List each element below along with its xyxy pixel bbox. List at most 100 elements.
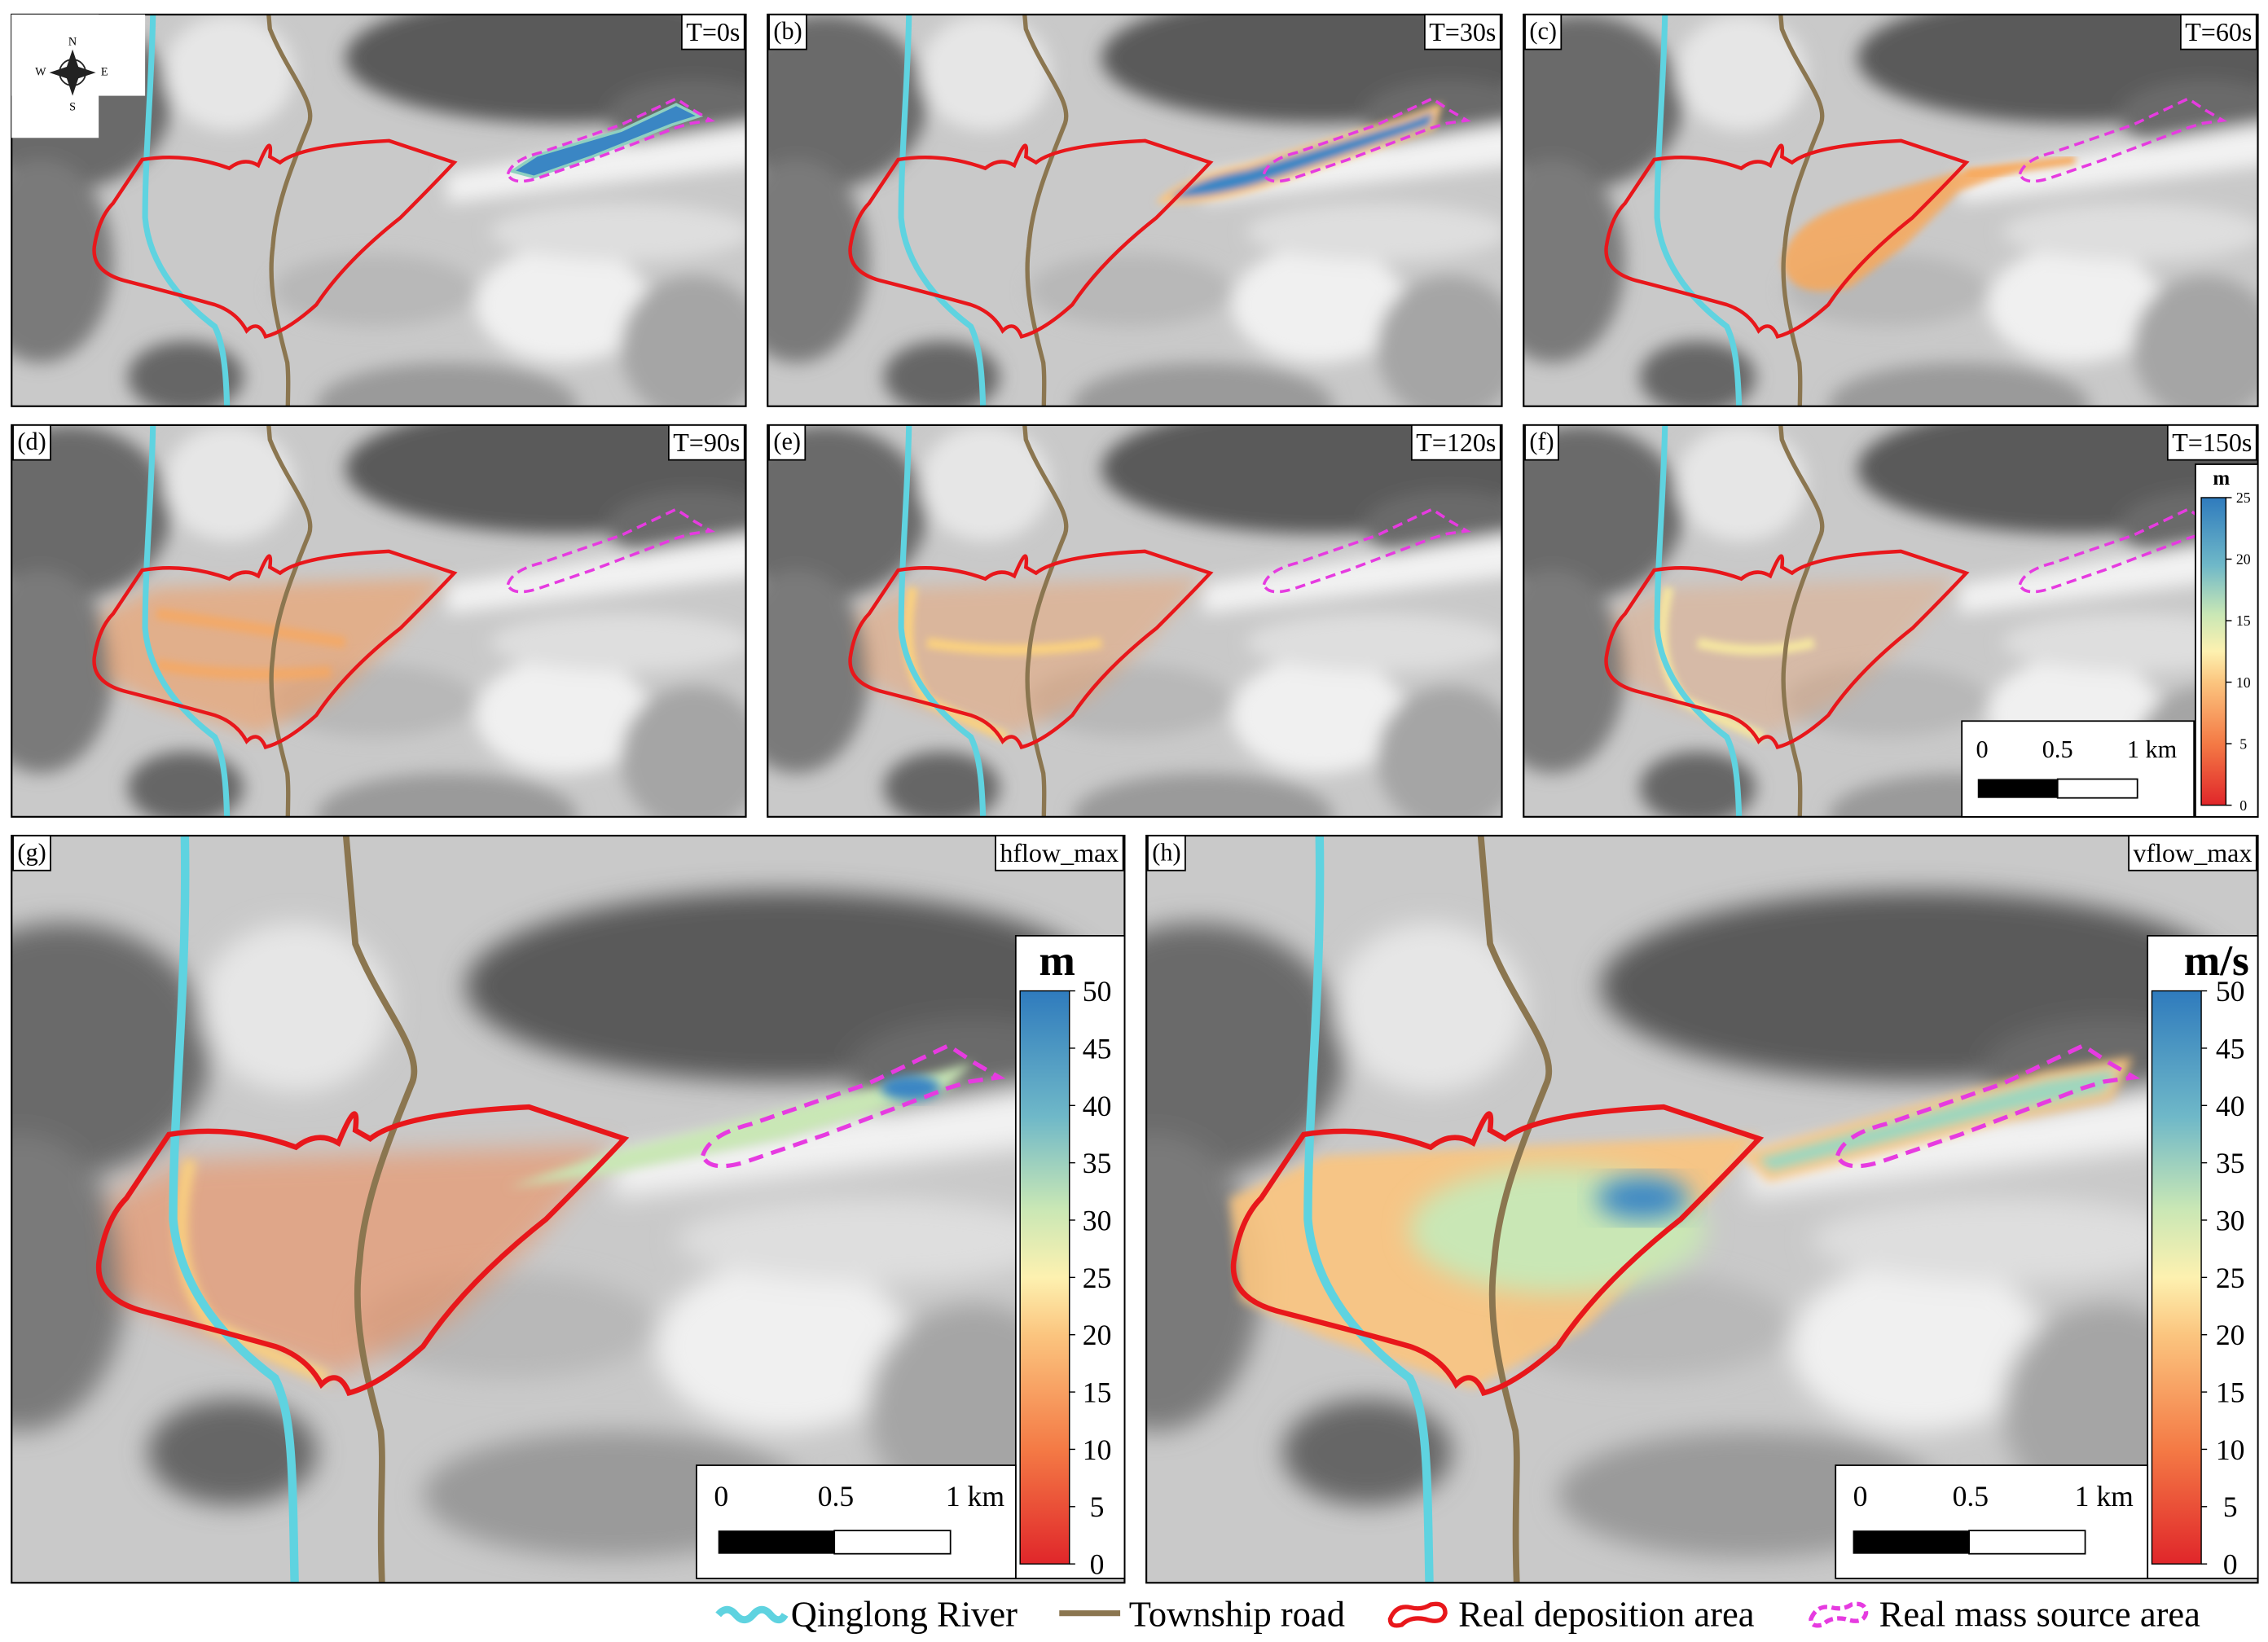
- colorbar-tick-label: 50: [2216, 975, 2245, 1008]
- compass-star: [49, 49, 96, 96]
- panel-frame: [767, 13, 1503, 407]
- scale-label: 1 km: [946, 1480, 1005, 1512]
- scale-segment: [833, 1530, 952, 1555]
- colorbar-tick-label: 10: [1083, 1433, 1112, 1466]
- map-panel: (h) vflow_max: [1049, 775, 2268, 1642]
- map-content: [724, 0, 1610, 522]
- map-layers: [0, 775, 1207, 1642]
- panel-label: (f): [1529, 428, 1554, 455]
- scale-label: 0: [714, 1480, 728, 1512]
- scale-segment: [1977, 779, 2058, 798]
- panel-label: (e): [773, 428, 801, 455]
- colorbar-tick-label: 0: [2239, 797, 2247, 814]
- colorbar: m 0 5 10 15 20 25 30 35 40 45 50: [1014, 935, 1126, 1581]
- colorbar-unit: m: [2213, 468, 2230, 490]
- panel-title: hflow_max: [1000, 838, 1119, 867]
- colorbar-tick-label: 10: [2216, 1433, 2245, 1466]
- colorbar-gradient: [2200, 497, 2227, 806]
- label-box: [12, 835, 51, 871]
- map-panel: (f) T=150s: [1523, 424, 2259, 818]
- panel-frame: [11, 13, 747, 407]
- label-box: [668, 424, 745, 461]
- scale-label: 0.5: [818, 1480, 855, 1512]
- legend-swatch: [715, 1605, 789, 1624]
- map-layers: [724, 323, 1610, 933]
- scale-segment: [1853, 1530, 1970, 1554]
- flow: [508, 103, 704, 179]
- colorbar-unit: m: [1039, 936, 1075, 985]
- colorbar-tick-label: 40: [2216, 1090, 2245, 1122]
- map-layers: [724, 0, 1610, 522]
- flow: [1782, 155, 2076, 292]
- label-box: [768, 13, 807, 50]
- colorbar-tick-label: 45: [1083, 1032, 1112, 1065]
- panel-frame: [1523, 13, 2259, 407]
- scale-box: [696, 1464, 1017, 1579]
- map-panel: (e) T=120s: [724, 323, 1610, 933]
- colorbar-tick-label: 0: [1090, 1548, 1105, 1581]
- colorbar-gradient: [1019, 990, 1070, 1565]
- colorbar-tick-label: 50: [1083, 975, 1112, 1008]
- colorbar-tick-label: 5: [1090, 1491, 1105, 1523]
- colorbar-tick-label: 35: [2216, 1147, 2245, 1179]
- label-box: [2166, 424, 2257, 461]
- label-box: [995, 835, 1124, 871]
- scale-segment: [718, 1530, 835, 1554]
- map-content: [0, 775, 1207, 1642]
- scale-bar: 0 0.5 1 km: [1835, 1464, 2149, 1579]
- colorbar-unit: m/s: [2184, 936, 2249, 985]
- scale-segment: [2056, 778, 2138, 799]
- map-content: [724, 323, 1610, 933]
- map-panel: (d) T=90s: [0, 323, 853, 933]
- scale-label: 0: [1976, 735, 1989, 763]
- panel-title: T=30s: [1429, 17, 1496, 46]
- map-panel: (g) hflow_max: [0, 775, 1207, 1642]
- label-box: [1424, 13, 1501, 50]
- compass-letter: W: [35, 66, 46, 79]
- map-layers: [1480, 0, 2268, 522]
- colorbar-tick-label: 5: [2223, 1491, 2238, 1523]
- map-content: [1049, 775, 2268, 1642]
- map-panel: (b) T=30s: [724, 0, 1610, 522]
- colorbar-tick-label: 15: [2236, 612, 2251, 629]
- label-box: [2180, 13, 2257, 50]
- scale-box: [1961, 720, 2195, 818]
- map-content: [0, 323, 853, 933]
- map-layers: [1049, 775, 2268, 1642]
- panel-title: T=90s: [673, 428, 740, 457]
- legend-label: Real deposition area: [1458, 1594, 1755, 1635]
- panel-frame: [767, 424, 1503, 818]
- colorbar-tick-label: 30: [1083, 1204, 1112, 1236]
- panel-title: T=60s: [2185, 17, 2252, 46]
- scale-label: 1 km: [2075, 1480, 2134, 1512]
- scale-label: 0.5: [2042, 735, 2073, 763]
- colorbar-tick-label: 40: [1083, 1090, 1112, 1122]
- label-box: [1524, 424, 1559, 461]
- label-box: [768, 424, 807, 461]
- panel-label: (d): [17, 428, 46, 455]
- map-content: [0, 0, 853, 522]
- colorbar-tick-label: 20: [2236, 551, 2251, 568]
- legend-swatch: [1809, 1601, 1869, 1628]
- compass-letter: S: [69, 100, 76, 113]
- compass-ring: [59, 59, 86, 87]
- colorbar: m/s 0 5 10 15 20 25 30 35 40 45 50: [2147, 935, 2259, 1581]
- panel-label: (c): [1529, 17, 1557, 45]
- legend-label: Township road: [1129, 1594, 1345, 1635]
- colorbar-tick-label: 25: [2216, 1262, 2245, 1294]
- colorbar-tick-label: 25: [1083, 1262, 1112, 1294]
- panel-label: (h): [1152, 838, 1180, 866]
- panel-title: T=150s: [2172, 428, 2252, 457]
- label-box: [681, 13, 745, 50]
- scale-label: 1 km: [2127, 735, 2178, 763]
- scale-bar: 0 0.5 1 km: [696, 1464, 1017, 1579]
- colorbar-tick-label: 15: [1083, 1376, 1112, 1409]
- scale-label: 0: [1853, 1480, 1868, 1512]
- label-box: [1147, 835, 1186, 871]
- colorbar-tick-label: 20: [2216, 1319, 2245, 1351]
- panel-frame: [11, 424, 747, 818]
- map-panel: (c) T=60s: [1480, 0, 2268, 522]
- colorbar-tick-label: 15: [2216, 1376, 2245, 1409]
- legend-label: Qinglong River: [791, 1594, 1018, 1635]
